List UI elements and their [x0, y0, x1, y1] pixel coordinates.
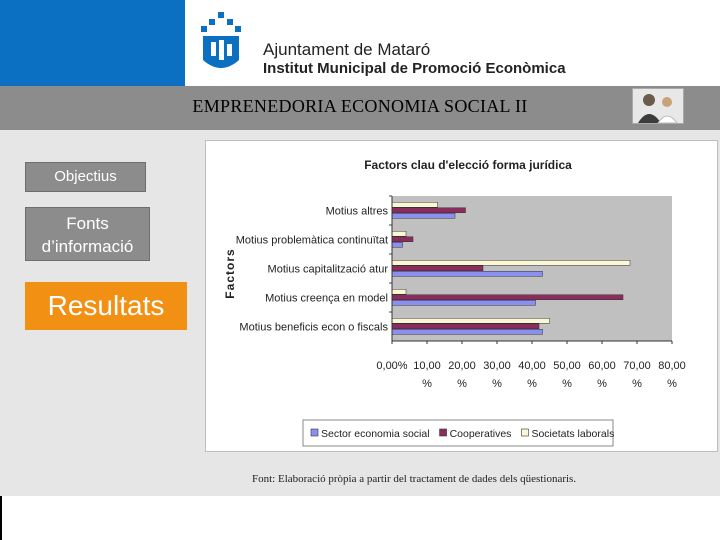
municipal-seal-icon [201, 12, 241, 68]
bar [391, 202, 438, 208]
source-note: Font: Elaboració pròpia a partir del tra… [252, 473, 577, 485]
chart-panel: Factors clau d'elecció forma jurídica Fac… [205, 140, 718, 452]
nav-objectius-button[interactable]: Objectius [25, 162, 146, 192]
x-tick-unit: % [422, 378, 432, 390]
nav-fonts-label-line2: d’informació [41, 237, 134, 256]
org-name-line2: Institut Municipal de Promoció Econòmica [263, 60, 566, 77]
y-axis-title: Factors [223, 248, 237, 298]
bar [391, 289, 407, 295]
x-tick-label: 80,00 [658, 360, 686, 372]
x-tick-label: 70,00 [623, 360, 651, 372]
bar [391, 231, 407, 237]
bar [391, 207, 466, 213]
legend-swatch [521, 428, 529, 437]
bar-chart: Factors clau d'elecció forma jurídica Fac… [223, 158, 686, 447]
legend-swatch [310, 428, 319, 437]
x-tick-label: 0,00% [376, 360, 407, 372]
legend-swatch [439, 428, 447, 437]
x-tick-unit: % [597, 378, 607, 390]
bar [391, 294, 624, 300]
legend-box [302, 419, 614, 447]
x-tick-unit: % [562, 378, 572, 390]
nav-resultats-button[interactable]: Resultats [25, 282, 187, 330]
category-label: Motius creença en model [265, 293, 388, 305]
x-tick-label: 40,00 [518, 360, 546, 372]
bar [391, 323, 540, 329]
x-tick-unit: % [457, 378, 467, 390]
title-bar: EMPRENEDORIA ECONOMIA SOCIAL II [0, 86, 720, 130]
nav-fonts-label-line1: Fonts [66, 214, 109, 233]
bar [391, 242, 403, 248]
x-tick-unit: % [492, 378, 502, 390]
bar [391, 300, 536, 306]
category-label: Motius problemàtica continuïtat [236, 235, 388, 247]
x-tick-label: 30,00 [483, 360, 511, 372]
category-label: Motius capitalització atur [268, 264, 389, 276]
chart-title: Factors clau d'elecció forma jurídica [364, 158, 572, 172]
x-tick-unit: % [632, 378, 642, 390]
x-tick-unit: % [527, 378, 537, 390]
x-tick-label: 60,00 [588, 360, 616, 372]
bar [391, 265, 484, 271]
legend-label: Societats laborals [531, 428, 614, 440]
x-tick-label: 10,00 [413, 360, 441, 372]
page-title: EMPRENEDORIA ECONOMIA SOCIAL II [192, 96, 528, 116]
bar [391, 236, 414, 242]
legend-label: Sector economia social [321, 428, 430, 440]
category-label: Motius beneficis econ o fiscals [239, 322, 388, 334]
x-tick-label: 20,00 [448, 360, 476, 372]
logo: Ajuntament de Mataró Institut Municipal … [195, 10, 595, 80]
divider [0, 496, 2, 540]
brand-band [0, 0, 185, 86]
people-photo-icon [632, 88, 684, 124]
bar [391, 318, 550, 324]
org-name-line1: Ajuntament de Mataró [263, 40, 431, 59]
nav-fonts-button[interactable]: Fonts d’informació [25, 207, 150, 261]
bar [391, 260, 631, 266]
bar [391, 271, 543, 277]
legend-label: Cooperatives [450, 428, 512, 440]
bar [391, 329, 543, 335]
x-tick-unit: % [667, 378, 677, 390]
bar [391, 213, 456, 219]
x-tick-label: 50,00 [553, 360, 581, 372]
category-label: Motius altres [326, 206, 389, 218]
